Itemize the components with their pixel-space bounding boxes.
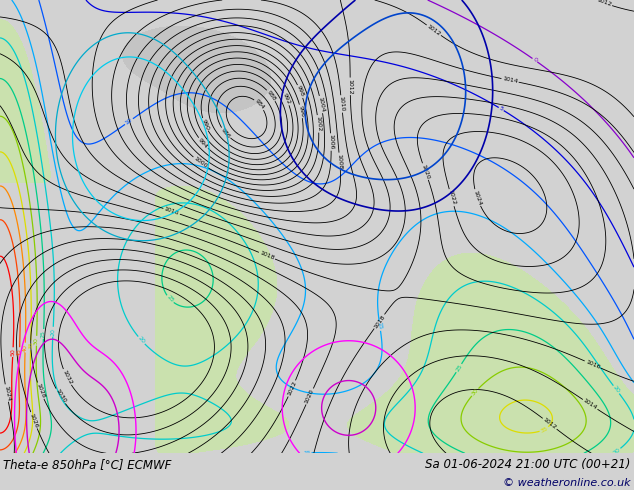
Text: 30: 30 <box>470 388 479 397</box>
Text: 1012: 1012 <box>426 24 441 37</box>
Text: 1018: 1018 <box>259 250 275 261</box>
Text: 1014: 1014 <box>582 398 598 411</box>
Text: 15: 15 <box>302 450 311 456</box>
Text: 1026: 1026 <box>29 412 39 428</box>
Text: 1000: 1000 <box>193 156 208 169</box>
Text: 20: 20 <box>612 447 621 456</box>
Text: 984: 984 <box>254 98 265 111</box>
Text: 1024: 1024 <box>3 385 11 401</box>
Text: 25: 25 <box>41 330 46 338</box>
Text: 1016: 1016 <box>585 359 601 370</box>
Text: Sa 01-06-2024 21:00 UTC (00+21): Sa 01-06-2024 21:00 UTC (00+21) <box>425 458 631 471</box>
Text: 992: 992 <box>281 92 291 105</box>
Text: 998: 998 <box>296 85 305 98</box>
Text: 1030: 1030 <box>54 388 67 404</box>
Text: 1024: 1024 <box>472 190 482 206</box>
Text: 1022: 1022 <box>447 190 456 206</box>
Text: 1006: 1006 <box>328 134 333 150</box>
Text: 990: 990 <box>200 118 210 131</box>
Text: 1012: 1012 <box>347 78 353 94</box>
Text: 1016: 1016 <box>164 206 180 216</box>
Text: 45: 45 <box>16 348 22 356</box>
Text: © weatheronline.co.uk: © weatheronline.co.uk <box>503 478 631 488</box>
Text: 1004: 1004 <box>317 97 325 113</box>
Text: 988: 988 <box>266 89 277 101</box>
Text: 1010: 1010 <box>339 96 345 112</box>
Text: 986: 986 <box>220 127 231 139</box>
Text: 994: 994 <box>197 137 209 149</box>
Text: 0: 0 <box>532 57 538 63</box>
Text: 1002: 1002 <box>315 116 321 132</box>
Text: 20: 20 <box>137 336 146 345</box>
Text: 1028: 1028 <box>36 383 46 399</box>
Text: 15: 15 <box>377 322 383 330</box>
Text: 30: 30 <box>34 337 39 345</box>
Text: 20: 20 <box>50 328 56 336</box>
Text: 20: 20 <box>612 385 621 394</box>
Text: 1032: 1032 <box>61 369 73 385</box>
Text: 1014: 1014 <box>502 76 518 84</box>
Text: 5: 5 <box>498 106 504 112</box>
Text: 25: 25 <box>455 364 463 373</box>
Text: 25: 25 <box>165 294 174 304</box>
Text: Theta-e 850hPa [°C] ECMWF: Theta-e 850hPa [°C] ECMWF <box>3 458 172 471</box>
Text: 1018: 1018 <box>373 314 386 329</box>
Text: 1022: 1022 <box>287 380 297 397</box>
Text: 1012: 1012 <box>542 417 557 431</box>
Text: 10: 10 <box>124 117 134 126</box>
Text: 1008: 1008 <box>337 153 343 169</box>
Text: 35: 35 <box>540 425 549 434</box>
Text: 35: 35 <box>28 342 33 349</box>
Text: 40: 40 <box>23 343 28 352</box>
Text: 1020: 1020 <box>304 388 315 405</box>
Text: 996: 996 <box>297 105 305 118</box>
Text: 1012: 1012 <box>595 0 612 8</box>
Text: 50: 50 <box>10 348 16 356</box>
Text: 1020: 1020 <box>420 163 430 180</box>
